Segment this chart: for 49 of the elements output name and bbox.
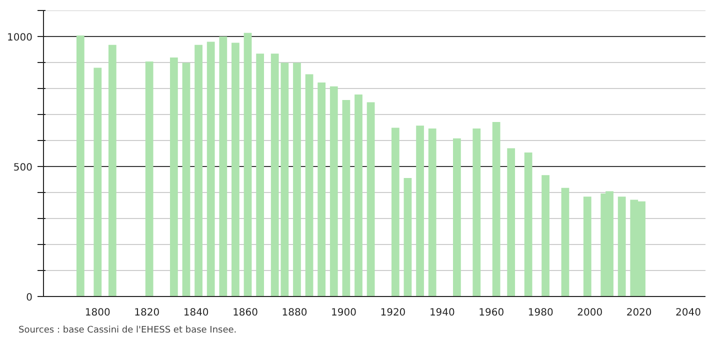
bar — [366, 102, 375, 296]
bar — [170, 58, 178, 296]
bar — [524, 152, 532, 296]
bar — [354, 94, 362, 296]
bar — [416, 126, 424, 296]
x-tick-label: 2040 — [676, 308, 701, 318]
x-tick-label: 1880 — [282, 308, 308, 318]
bar — [391, 128, 400, 296]
x-tick-label: 2020 — [626, 308, 652, 318]
bar — [94, 68, 102, 296]
bar — [404, 178, 412, 296]
x-tick-label: 1840 — [183, 308, 209, 318]
bar — [342, 100, 350, 296]
bar — [76, 35, 84, 296]
bar — [108, 44, 116, 296]
bar — [256, 54, 264, 296]
bar — [542, 175, 550, 296]
bar — [244, 32, 252, 296]
source-note: Sources : base Cassini de l'EHESS et base Insee. — [18, 326, 237, 336]
bar — [206, 42, 215, 296]
bar — [507, 148, 516, 296]
bar — [232, 42, 240, 296]
bar — [492, 122, 500, 296]
x-tick-label: 1980 — [528, 308, 554, 318]
y-tick-label: 0 — [26, 292, 33, 304]
bar — [145, 61, 154, 296]
x-tick-label: 1960 — [478, 308, 504, 318]
y-tick-label: 1000 — [7, 32, 33, 44]
bar — [194, 44, 202, 296]
bar — [583, 196, 592, 296]
y-tick-label: 500 — [13, 162, 33, 174]
bar — [182, 62, 190, 296]
x-tick-label: 1900 — [331, 308, 356, 318]
bar — [472, 128, 481, 296]
bar — [305, 74, 314, 296]
bar — [293, 62, 301, 296]
bar — [561, 188, 570, 296]
bar — [453, 138, 461, 296]
bar — [219, 36, 228, 296]
x-tick-label: 1820 — [134, 308, 160, 318]
bar — [618, 196, 626, 296]
x-tick-label: 2000 — [577, 308, 603, 318]
bar — [330, 86, 338, 296]
x-tick-label: 1860 — [232, 308, 258, 318]
bar — [318, 82, 326, 296]
x-tick-label: 1800 — [84, 308, 110, 318]
bar — [428, 128, 436, 296]
x-tick-label: 1920 — [380, 308, 406, 318]
x-tick-label: 1940 — [429, 308, 455, 318]
